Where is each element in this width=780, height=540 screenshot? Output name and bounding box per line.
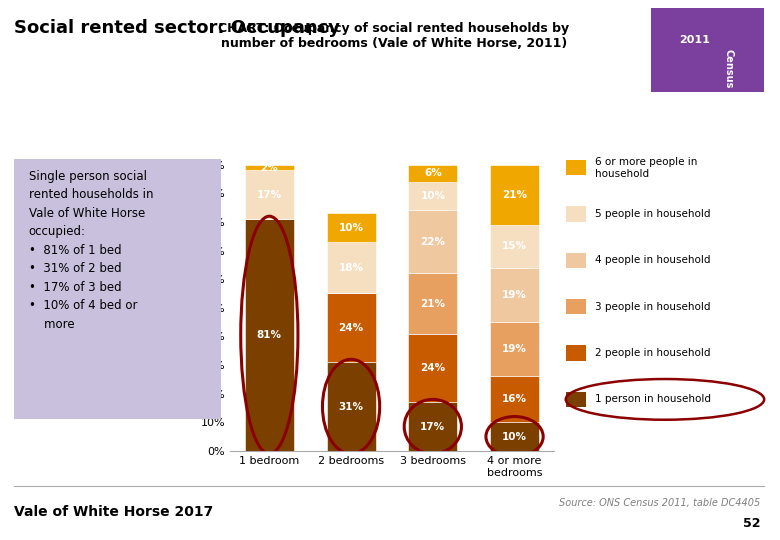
Text: 1 person in household: 1 person in household — [594, 394, 711, 404]
Text: 2%: 2% — [261, 163, 278, 173]
Bar — [327, 362, 376, 451]
Text: 21%: 21% — [420, 299, 445, 308]
Text: 10%: 10% — [339, 222, 363, 233]
Bar — [408, 334, 457, 402]
Bar — [327, 242, 376, 294]
Text: 15%: 15% — [502, 241, 527, 251]
Bar — [490, 268, 539, 322]
Text: Social rented sector: Occupancy: Social rented sector: Occupancy — [14, 19, 340, 37]
Bar — [408, 182, 457, 211]
Text: Source: ONS Census 2011, table DC4405: Source: ONS Census 2011, table DC4405 — [559, 497, 760, 508]
Text: 24%: 24% — [420, 363, 445, 373]
FancyBboxPatch shape — [566, 253, 587, 268]
Text: 17%: 17% — [420, 422, 445, 431]
Text: 6 or more people in
household: 6 or more people in household — [594, 157, 697, 179]
Text: 22%: 22% — [420, 237, 445, 247]
FancyBboxPatch shape — [566, 160, 587, 176]
Bar — [408, 402, 457, 451]
Text: 16%: 16% — [502, 394, 527, 404]
Text: Single person social
rented households in
Vale of White Horse
occupied:
•  81% o: Single person social rented households i… — [29, 170, 153, 330]
Text: 17%: 17% — [257, 190, 282, 200]
Text: 31%: 31% — [339, 402, 363, 411]
Text: 24%: 24% — [339, 323, 363, 333]
Text: 10%: 10% — [502, 431, 527, 442]
Text: 2011: 2011 — [679, 35, 710, 45]
Text: 19%: 19% — [502, 290, 527, 300]
Text: 2 people in household: 2 people in household — [594, 348, 710, 358]
Text: 4 people in household: 4 people in household — [594, 255, 710, 265]
Bar — [408, 273, 457, 334]
FancyBboxPatch shape — [566, 346, 587, 361]
FancyBboxPatch shape — [566, 392, 587, 407]
Bar — [245, 219, 294, 451]
Text: Census: Census — [723, 49, 733, 88]
Text: 19%: 19% — [502, 345, 527, 354]
Bar — [408, 165, 457, 182]
Text: 6%: 6% — [424, 168, 441, 178]
Bar — [408, 211, 457, 273]
Bar — [490, 165, 539, 225]
Bar — [245, 165, 294, 171]
Text: Vale of White Horse 2017: Vale of White Horse 2017 — [14, 505, 213, 519]
Text: 5 people in household: 5 people in household — [594, 209, 710, 219]
Bar — [490, 376, 539, 422]
FancyBboxPatch shape — [566, 299, 587, 314]
Bar — [327, 294, 376, 362]
Bar — [490, 225, 539, 268]
Bar — [490, 322, 539, 376]
Text: 18%: 18% — [339, 263, 363, 273]
Text: 21%: 21% — [502, 190, 527, 200]
Text: 10%: 10% — [420, 191, 445, 201]
Bar — [490, 422, 539, 451]
Text: CHART: Occupancy of social rented households by
number of bedrooms (Vale of Whit: CHART: Occupancy of social rented househ… — [218, 22, 569, 50]
Bar — [245, 171, 294, 219]
Bar — [327, 213, 376, 242]
Text: 81%: 81% — [257, 330, 282, 340]
FancyBboxPatch shape — [566, 206, 587, 222]
Text: 52: 52 — [743, 517, 760, 530]
Text: 3 people in household: 3 people in household — [594, 302, 710, 312]
